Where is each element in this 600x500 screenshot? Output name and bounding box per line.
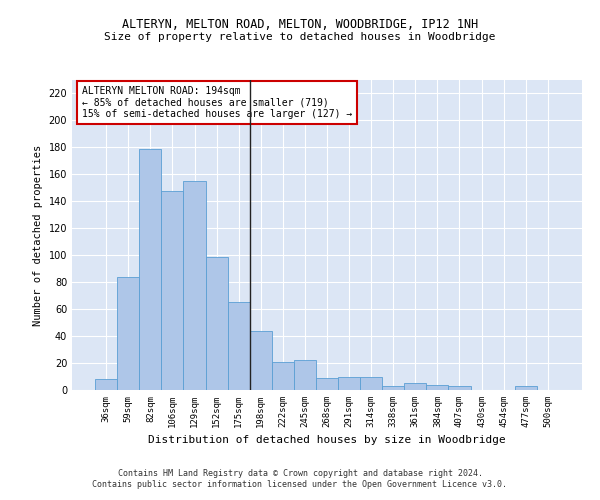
- Text: Size of property relative to detached houses in Woodbridge: Size of property relative to detached ho…: [104, 32, 496, 42]
- Bar: [206, 256, 227, 390]
- Bar: [316, 378, 338, 390]
- Bar: [338, 376, 360, 390]
- Bar: [227, 302, 250, 390]
- Y-axis label: Number of detached properties: Number of detached properties: [33, 144, 43, 326]
- Bar: [161, 190, 184, 390]
- Text: ALTERYN, MELTON ROAD, MELTON, WOODBRIDGE, IP12 1NH: ALTERYN, MELTON ROAD, MELTON, WOODBRIDGE…: [122, 18, 478, 30]
- Bar: [250, 330, 272, 390]
- Bar: [184, 181, 206, 390]
- Bar: [272, 362, 294, 390]
- Bar: [95, 379, 117, 390]
- Bar: [382, 386, 404, 390]
- Bar: [448, 386, 470, 390]
- Bar: [515, 386, 537, 390]
- Text: Contains HM Land Registry data © Crown copyright and database right 2024.: Contains HM Land Registry data © Crown c…: [118, 468, 482, 477]
- Bar: [139, 148, 161, 390]
- Text: Contains public sector information licensed under the Open Government Licence v3: Contains public sector information licen…: [92, 480, 508, 489]
- Bar: [294, 360, 316, 390]
- Bar: [404, 384, 427, 390]
- X-axis label: Distribution of detached houses by size in Woodbridge: Distribution of detached houses by size …: [148, 436, 506, 446]
- Bar: [427, 384, 448, 390]
- Bar: [117, 277, 139, 390]
- Bar: [360, 376, 382, 390]
- Text: ALTERYN MELTON ROAD: 194sqm
← 85% of detached houses are smaller (719)
15% of se: ALTERYN MELTON ROAD: 194sqm ← 85% of det…: [82, 86, 352, 120]
